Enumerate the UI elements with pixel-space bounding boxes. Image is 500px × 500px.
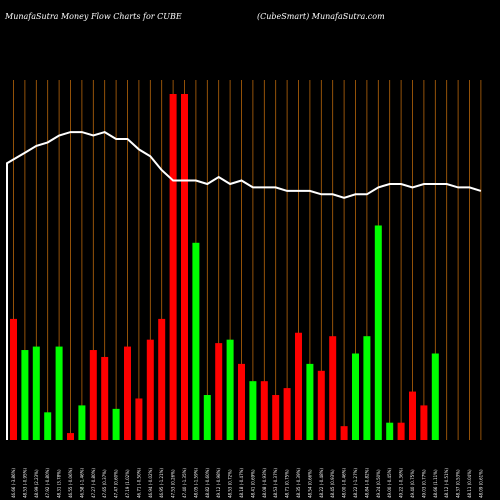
x-tick-label: 49.24 (0.50%) [376,469,381,498]
bar [283,388,291,440]
bar [32,346,40,440]
x-tick-label: 47.65 (0.37%) [102,469,107,498]
x-tick-label: 48.22 (-0.48%) [319,468,324,498]
bar [272,395,280,440]
x-tick-label: 48.53 (0.72%) [228,469,233,498]
x-tick-label: 48.22 (-1.27%) [353,468,358,498]
bar [21,350,29,440]
bar [78,405,86,440]
x-tick-label: 48.08 (-0.93%) [262,468,267,498]
x-tick-label: 48.84 (-0.82%) [364,468,369,498]
bar [146,339,154,440]
x-tick-label: 48.53 (-0.95%) [22,468,27,498]
x-tick-label: 48.00 (-0.46%) [342,468,347,498]
x-tick-label: 49.40 (0.75%) [410,469,415,498]
x-tick-label: 47.19 (1.02%) [125,469,130,498]
x-tick-label: 48.82 (-0.60%) [205,468,210,498]
bar [203,395,211,440]
bar [124,346,131,440]
x-tick-label: 48.66 (1.11%) [433,469,438,498]
bar [306,363,314,440]
x-tick-label: 48.54 (0.66%) [307,469,312,498]
bar [420,405,428,440]
bar [340,426,348,440]
x-tick-label: 48.05 (-1.59%) [193,468,198,498]
x-tick-label: 49.00 (-0.45%) [387,468,392,498]
x-tick-label: 48.35 (-0.39%) [296,468,301,498]
bar [169,94,177,440]
bar [112,408,120,440]
bar [317,370,325,440]
bar [10,318,17,440]
chart-subtitle: (CubeSmart) MunafaSutra.com [257,12,385,21]
x-tick-label: 48.99 (2.23%) [34,469,39,498]
bar [158,318,166,440]
bar [363,336,371,440]
bar [135,398,143,440]
bar [352,353,359,440]
x-tick-label: 46.66 (-3.86%) [11,468,16,498]
x-tick-label: 48.45 (0.93%) [330,469,335,498]
x-tick-label: 46.94 (-0.02%) [148,468,153,498]
x-tick-label: 48.71 (0.75%) [285,469,290,498]
bar [409,391,416,440]
chart-title: MunafaSutra Money Flow Charts for CUBE [5,12,182,21]
x-tick-label: 47.53 (0.26%) [171,469,176,498]
bar [44,412,52,440]
bar [89,350,97,440]
x-tick-label: 47.27 (-0.80%) [91,468,96,498]
x-tick-label: 48.37 (0.53%) [456,469,461,498]
bar [55,346,63,440]
x-tick-label: 46.55 (-0.06%) [68,468,73,498]
x-tick-label: 49.22 (-0.36%) [399,468,404,498]
bar [329,336,337,440]
bar [192,242,200,440]
x-tick-label: 48.09 (0.61%) [478,469,483,498]
x-tick-label: 49.03 (0.77%) [421,469,426,498]
bar [215,343,223,440]
x-tick-label: 48.41 (0.69%) [250,469,255,498]
bar [67,433,74,440]
money-flow-line [6,131,482,440]
bar [260,381,268,440]
bar [226,339,234,440]
bar [295,332,302,440]
x-tick-label: 46.71 (-0.50%) [136,468,141,498]
bar [181,94,188,440]
bar [386,422,394,440]
x-tick-label: 47.92 (-0.80%) [45,468,50,498]
x-tick-label: 48.53 (-0.37%) [273,468,278,498]
bar [431,353,439,440]
x-tick-label: 49.12 (-0.98%) [216,468,221,498]
bar [238,363,245,440]
x-tick-label: 47.47 (0.60%) [114,469,119,498]
x-tick-label: 47.40 (-1.35%) [182,468,187,498]
bar [397,422,405,440]
x-tick-label: 48.12 (-0.51%) [444,468,449,498]
bar [249,381,257,440]
bar [101,356,109,440]
x-tick-label: 48.31 (3.78%) [57,469,62,498]
x-tick-label: 46.95 (-1.21%) [159,468,164,498]
x-tick-label: 46.58 (-1.46%) [79,468,84,498]
x-tick-label: 48.18 (-0.47%) [239,468,244,498]
x-tick-label: 48.11 (0.04%) [467,469,472,498]
bar [374,225,382,440]
